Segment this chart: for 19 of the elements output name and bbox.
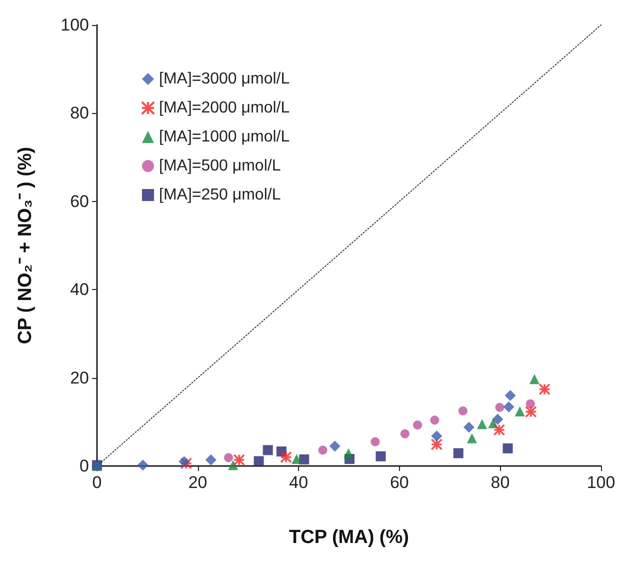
x-tick-label: 40 <box>289 473 308 492</box>
y-tick-label: 80 <box>70 104 89 123</box>
x-axis-title: TCP (MA) (%) <box>289 527 409 548</box>
legend-label: [MA]=250 μmol/L <box>159 186 281 204</box>
y-tick-label: 20 <box>70 368 89 388</box>
x-tick-label: 20 <box>188 473 208 492</box>
y-tick-label: 0 <box>80 456 89 476</box>
x-tick-label: 100 <box>586 473 616 492</box>
legend-label: [MA]=3000 μmol/L <box>159 70 290 88</box>
y-tick-label: 100 <box>60 16 89 34</box>
legend-label: [MA]=2000 μmol/L <box>159 100 290 116</box>
x-tick-label: 0 <box>92 473 102 492</box>
x-tick-label: 80 <box>490 473 510 492</box>
y-tick-label: 60 <box>70 192 89 211</box>
y-tick-label: 40 <box>70 280 89 300</box>
legend-label: [MA]=1000 μmol/L <box>159 128 290 146</box>
y-axis-title: CP ( NO₂⁻ + NO₃⁻ ) (%) <box>15 146 36 344</box>
x-tick-label: 60 <box>390 473 409 492</box>
legend-label: [MA]=500 μmol/L <box>159 158 281 174</box>
